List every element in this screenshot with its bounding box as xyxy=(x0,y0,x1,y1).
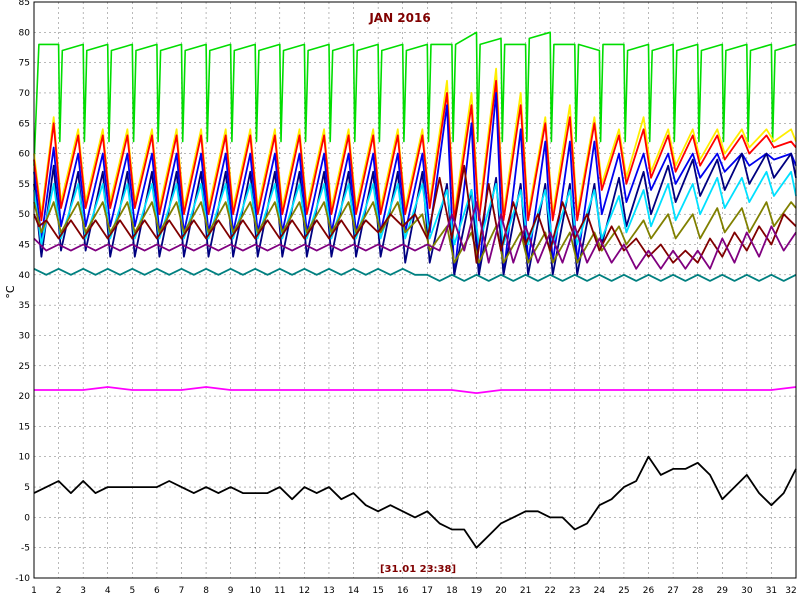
y-tick-label: 55 xyxy=(19,180,30,190)
series-line-3 xyxy=(33,79,797,222)
y-axis-label: °C xyxy=(4,285,17,299)
x-axis-ticks: 1 2 3 4 5 6 7 8 9 10 11 12 13 14 15 16 17 18 19 20 21 22 23 24 2… xyxy=(31,586,797,596)
x-tick-label: 22 xyxy=(544,586,555,596)
y-tick-label: 0 xyxy=(24,513,30,523)
x-tick-label: 17 xyxy=(422,586,433,596)
x-tick-label: 5 xyxy=(129,586,135,596)
series-line-10 xyxy=(33,267,797,282)
y-tick-label: 15 xyxy=(19,422,30,432)
series-line-9 xyxy=(33,201,797,270)
plot-frame xyxy=(33,1,797,579)
x-tick-label: 25 xyxy=(618,586,629,596)
y-tick-label: 60 xyxy=(19,150,31,160)
series-line-1 xyxy=(33,31,797,166)
x-tick-label: 32 xyxy=(785,586,796,596)
y-tick-label: 45 xyxy=(19,241,30,251)
x-tick-label: 9 xyxy=(228,586,234,596)
x-tick-label: 23 xyxy=(569,586,580,596)
x-tick-label: 4 xyxy=(105,586,111,596)
x-tick-label: 3 xyxy=(80,586,86,596)
x-tick-label: 15 xyxy=(372,586,383,596)
x-tick-label: 24 xyxy=(594,586,606,596)
x-tick-label: 1 xyxy=(31,586,37,596)
x-tick-label: 28 xyxy=(692,586,704,596)
series-line-8 xyxy=(33,164,797,264)
x-tick-label: 6 xyxy=(154,586,160,596)
y-tick-label: 5 xyxy=(24,483,30,493)
x-tick-label: 26 xyxy=(643,586,655,596)
x-tick-label: 27 xyxy=(667,586,678,596)
y-tick-label: -5 xyxy=(21,544,30,554)
x-tick-label: 2 xyxy=(56,586,62,596)
grid xyxy=(33,1,797,579)
y-tick-label: 50 xyxy=(19,210,31,220)
y-axis-ticks: -10 -5 0 5 10 15 20 25 30 35 40 45 50 55 60 65 70 75 80 85 xyxy=(15,0,30,584)
series-line-7 xyxy=(33,201,797,264)
y-tick-label: 80 xyxy=(19,28,31,38)
y-tick-label: 25 xyxy=(19,362,30,372)
y-tick-label: -10 xyxy=(15,574,30,584)
series-line-6 xyxy=(33,170,797,246)
series-line-12 xyxy=(33,455,797,549)
y-tick-label: 30 xyxy=(19,331,31,341)
timestamp-label: [31.01 23:38] xyxy=(380,564,456,575)
y-tick-label: 40 xyxy=(19,271,31,281)
x-tick-label: 21 xyxy=(520,586,531,596)
series-layer xyxy=(33,31,797,549)
x-tick-label: 31 xyxy=(766,586,777,596)
x-tick-label: 20 xyxy=(495,586,507,596)
series-line-11 xyxy=(34,386,797,395)
x-tick-label: 10 xyxy=(249,586,261,596)
x-tick-label: 16 xyxy=(397,586,409,596)
chart-title: JAN 2016 xyxy=(368,11,430,25)
x-tick-label: 29 xyxy=(717,586,729,596)
x-tick-label: 13 xyxy=(323,586,334,596)
y-tick-label: 70 xyxy=(19,89,31,99)
y-tick-label: 10 xyxy=(19,453,31,463)
y-tick-label: 35 xyxy=(19,301,30,311)
y-tick-label: 75 xyxy=(19,59,30,69)
x-tick-label: 8 xyxy=(203,586,209,596)
x-tick-label: 30 xyxy=(741,586,753,596)
x-tick-label: 19 xyxy=(471,586,483,596)
x-tick-label: 18 xyxy=(446,586,458,596)
y-tick-label: 65 xyxy=(19,119,30,129)
y-tick-label: 85 xyxy=(19,0,30,8)
x-tick-label: 12 xyxy=(299,586,310,596)
series-line-4 xyxy=(33,92,797,276)
x-tick-label: 14 xyxy=(348,586,360,596)
y-tick-label: 20 xyxy=(19,392,31,402)
x-tick-label: 7 xyxy=(179,586,185,596)
x-tick-label: 11 xyxy=(274,586,285,596)
